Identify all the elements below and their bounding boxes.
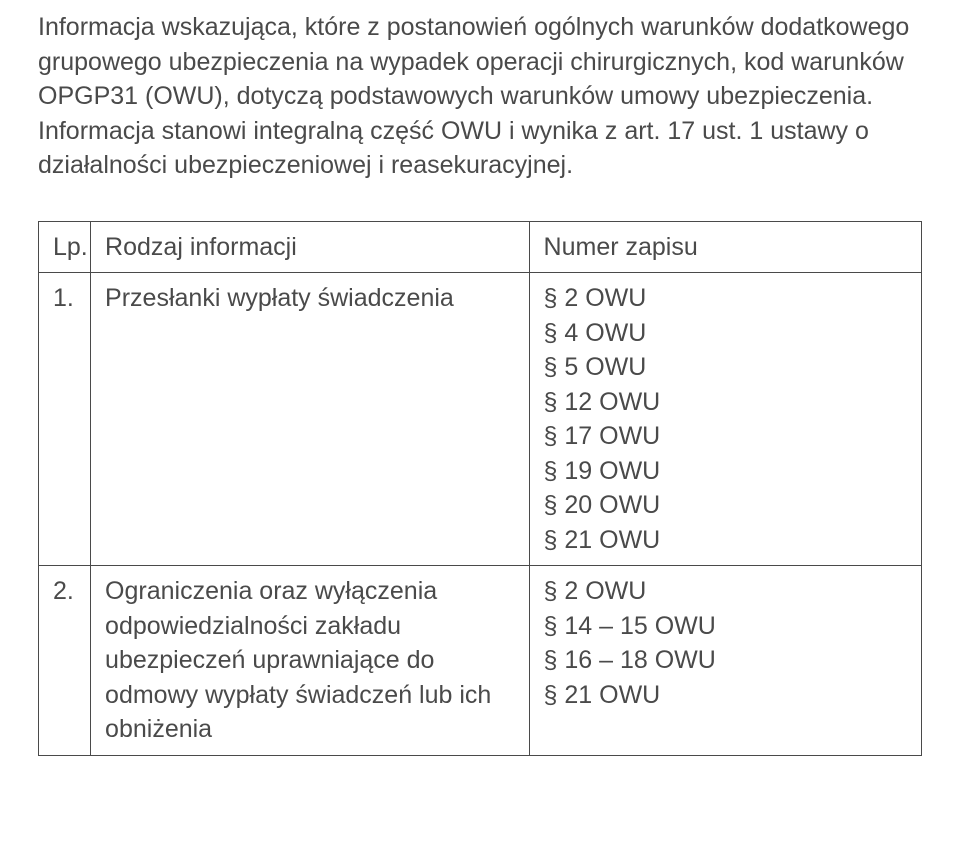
ref-line: § 14 – 15 OWU — [544, 609, 909, 644]
ref-line: § 12 OWU — [544, 385, 909, 420]
ref-line: § 17 OWU — [544, 419, 909, 454]
ref-line: § 19 OWU — [544, 454, 909, 489]
ref-line: § 21 OWU — [544, 523, 909, 558]
intro-paragraph: Informacja wskazująca, które z postanowi… — [38, 10, 922, 183]
cell-numer: § 2 OWU § 14 – 15 OWU § 16 – 18 OWU § 21… — [529, 566, 921, 756]
ref-line: § 2 OWU — [544, 574, 909, 609]
cell-rodzaj: Przesłanki wypłaty świadczenia — [91, 273, 529, 566]
table-header-row: Lp. Rodzaj informacji Numer zapisu — [39, 221, 922, 273]
cell-lp: 2. — [39, 566, 91, 756]
ref-line: § 16 – 18 OWU — [544, 643, 909, 678]
table-row: 2. Ograniczenia oraz wyłączenia odpowied… — [39, 566, 922, 756]
ref-line: § 20 OWU — [544, 488, 909, 523]
ref-line: § 2 OWU — [544, 281, 909, 316]
col-header-numer: Numer zapisu — [529, 221, 921, 273]
cell-rodzaj: Ograniczenia oraz wyłączenia odpowiedzia… — [91, 566, 529, 756]
table-row: 1. Przesłanki wypłaty świadczenia § 2 OW… — [39, 273, 922, 566]
col-header-lp: Lp. — [39, 221, 91, 273]
document-page: Informacja wskazująca, które z postanowi… — [0, 0, 960, 756]
info-table: Lp. Rodzaj informacji Numer zapisu 1. Pr… — [38, 221, 922, 756]
ref-line: § 4 OWU — [544, 316, 909, 351]
cell-numer: § 2 OWU § 4 OWU § 5 OWU § 12 OWU § 17 OW… — [529, 273, 921, 566]
ref-line: § 5 OWU — [544, 350, 909, 385]
ref-line: § 21 OWU — [544, 678, 909, 713]
cell-lp: 1. — [39, 273, 91, 566]
col-header-rodzaj: Rodzaj informacji — [91, 221, 529, 273]
